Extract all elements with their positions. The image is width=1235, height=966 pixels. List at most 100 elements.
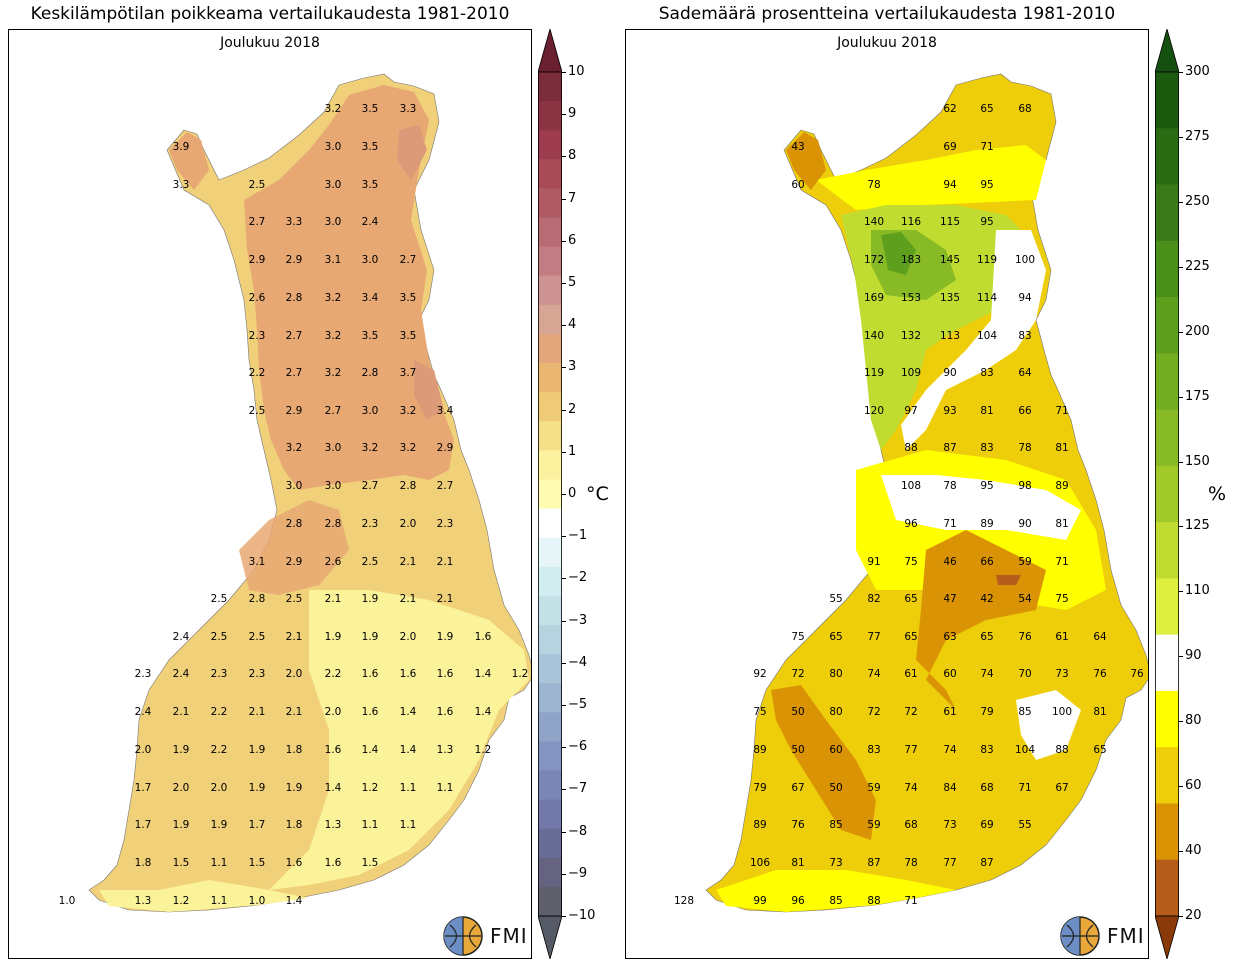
left-map-frame: Joulukuu 2018 3.2 3.5 3.3 3.9 3.0 3.5 3.3 2.5 3.… bbox=[8, 29, 532, 959]
right-value-label: 70 bbox=[1018, 668, 1031, 680]
right-value-label: 65 bbox=[1093, 744, 1106, 756]
right-value-label: 172 bbox=[864, 254, 884, 266]
right-colorbar-tick-label: 175 bbox=[1185, 388, 1210, 404]
left-value-label: 2.2 bbox=[211, 744, 228, 756]
right-value-label: 73 bbox=[943, 819, 956, 831]
left-value-label: 2.1 bbox=[400, 593, 417, 605]
right-colorbar-tick-label: 150 bbox=[1185, 453, 1210, 469]
left-fmi-text: FMI bbox=[490, 924, 528, 948]
colorbar-segment bbox=[538, 595, 562, 626]
left-value-label: 2.8 bbox=[325, 518, 342, 530]
right-value-label: 65 bbox=[980, 631, 993, 643]
right-value-label: 115 bbox=[940, 216, 960, 228]
right-value-label: 55 bbox=[1018, 819, 1031, 831]
right-value-label: 85 bbox=[1018, 706, 1031, 718]
left-value-label: 3.0 bbox=[325, 179, 342, 191]
right-value-label: 67 bbox=[1055, 782, 1068, 794]
right-value-label: 89 bbox=[980, 518, 993, 530]
left-value-label: 3.2 bbox=[400, 442, 417, 454]
left-value-label: 2.1 bbox=[400, 556, 417, 568]
left-colorbar-tick-label: −9 bbox=[568, 865, 588, 881]
right-value-label: 68 bbox=[904, 819, 917, 831]
left-value-label: 3.0 bbox=[362, 405, 379, 417]
right-value-label: 68 bbox=[980, 782, 993, 794]
north-yellow-band bbox=[816, 145, 1046, 210]
right-value-label: 61 bbox=[904, 668, 917, 680]
right-map-subtitle: Joulukuu 2018 bbox=[837, 35, 937, 51]
left-colorbar-tick-label: −10 bbox=[568, 908, 596, 923]
left-colorbar-tick bbox=[562, 536, 566, 538]
left-value-label: 1.5 bbox=[362, 857, 379, 869]
hot-spot-north bbox=[397, 125, 427, 180]
right-colorbar-tick bbox=[1179, 331, 1183, 333]
right-value-label: 65 bbox=[904, 631, 917, 643]
left-value-label: 1.8 bbox=[286, 744, 303, 756]
right-value-labels: 62 65 68 43 69 71 60 78 94 95 140 116 115 95 172 183 145… bbox=[674, 103, 1144, 907]
right-value-label: 54 bbox=[1018, 593, 1032, 605]
right-value-label: 114 bbox=[977, 292, 997, 304]
right-value-label: 60 bbox=[829, 744, 842, 756]
colorbar-segment bbox=[538, 101, 562, 131]
left-value-labels: 3.2 3.5 3.3 3.9 3.0 3.5 3.3 2.5 3.0 3.5 2.7 3.3 3.0 2… bbox=[59, 103, 529, 907]
colorbar-segment bbox=[1155, 803, 1179, 861]
north-white-area bbox=[901, 230, 1046, 450]
colorbar-segment bbox=[538, 363, 562, 393]
right-value-label: 85 bbox=[829, 819, 842, 831]
right-value-label: 81 bbox=[1093, 706, 1106, 718]
left-value-label: 2.8 bbox=[286, 292, 303, 304]
right-colorbar-unit: % bbox=[1208, 483, 1227, 505]
right-value-label: 71 bbox=[1055, 556, 1068, 568]
wettest-core bbox=[881, 232, 916, 275]
right-value-label: 81 bbox=[980, 405, 993, 417]
southeast-white-lake bbox=[1016, 690, 1081, 760]
left-map-title: Keskilämpötilan poikkeama vertailukaudes… bbox=[30, 4, 510, 24]
left-value-label: 2.3 bbox=[362, 518, 379, 530]
left-value-label: 3.4 bbox=[437, 405, 454, 417]
right-value-label: 104 bbox=[1015, 744, 1035, 756]
right-colorbar-tick-label: 90 bbox=[1185, 648, 1202, 664]
left-colorbar-tick bbox=[562, 198, 566, 200]
colorbar-segment bbox=[538, 479, 562, 510]
right-value-label: 81 bbox=[1055, 442, 1068, 454]
left-value-label: 3.2 bbox=[400, 405, 417, 417]
right-value-label: 94 bbox=[1018, 292, 1032, 304]
right-value-label: 61 bbox=[943, 706, 956, 718]
left-value-label: 2.5 bbox=[286, 593, 303, 605]
right-value-label: 50 bbox=[829, 782, 842, 794]
left-value-label: 1.6 bbox=[286, 857, 303, 869]
colorbar-segment bbox=[538, 159, 562, 189]
right-value-label: 67 bbox=[791, 782, 804, 794]
left-value-label: 2.4 bbox=[135, 706, 152, 718]
right-value-label: 50 bbox=[791, 744, 804, 756]
left-colorbar-tick bbox=[562, 873, 566, 875]
left-value-label: 2.9 bbox=[249, 254, 266, 266]
right-value-label: 83 bbox=[980, 367, 993, 379]
right-value-label: 89 bbox=[753, 819, 766, 831]
right-value-label: 76 bbox=[1130, 668, 1144, 680]
right-colorbar-tick bbox=[1179, 591, 1183, 593]
left-value-label: 1.4 bbox=[400, 706, 417, 718]
right-value-label: 100 bbox=[1052, 706, 1072, 718]
left-fmi-logo: FMI bbox=[442, 915, 528, 957]
right-colorbar-tick bbox=[1179, 526, 1183, 528]
left-value-label: 3.4 bbox=[362, 292, 379, 304]
colorbar-segment bbox=[538, 188, 562, 219]
left-value-label: 2.3 bbox=[249, 330, 266, 342]
right-value-label: 50 bbox=[791, 706, 804, 718]
left-value-label: 2.1 bbox=[437, 556, 454, 568]
right-value-label: 75 bbox=[904, 556, 917, 568]
right-value-label: 74 bbox=[867, 668, 881, 680]
left-value-label: 1.1 bbox=[400, 819, 417, 831]
left-colorbar-tick-label: 3 bbox=[568, 359, 577, 375]
colorbar-segment bbox=[538, 857, 562, 888]
right-value-label: 119 bbox=[864, 367, 884, 379]
colorbar-segment bbox=[538, 217, 562, 248]
right-value-label: 153 bbox=[901, 292, 921, 304]
left-value-label: 2.3 bbox=[437, 518, 454, 530]
right-value-label: 80 bbox=[829, 668, 842, 680]
right-value-label: 140 bbox=[864, 216, 884, 228]
left-value-label: 2.2 bbox=[249, 367, 266, 379]
left-value-label: 3.2 bbox=[325, 367, 342, 379]
left-colorbar-unit: °C bbox=[586, 483, 609, 505]
left-value-label: 1.4 bbox=[475, 706, 492, 718]
